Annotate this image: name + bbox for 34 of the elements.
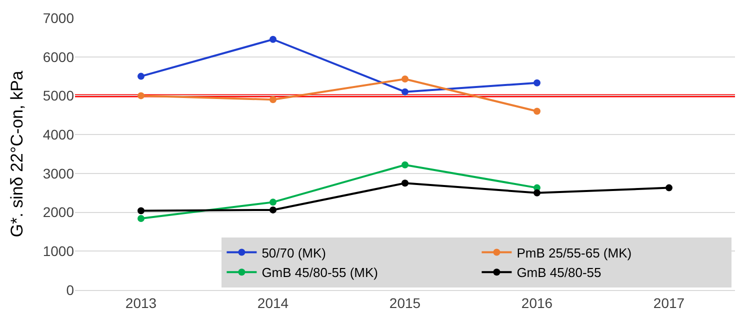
point — [402, 76, 408, 83]
point — [138, 92, 144, 100]
point — [138, 207, 144, 214]
point — [138, 72, 144, 80]
y-tick-label: 7000 — [42, 10, 74, 26]
legend-label: GmB 45/80-55 (MK) — [262, 265, 378, 280]
point — [270, 198, 276, 206]
y-tick-label: 1000 — [42, 243, 74, 260]
y-tick-label: 0 — [66, 282, 74, 298]
y-axis-title: G*. sinδ 22°C-on, kPa — [7, 70, 26, 238]
x-tick-label: 2013 — [125, 294, 157, 311]
x-tick-label: 2016 — [521, 294, 553, 311]
y-tick-label: 5000 — [42, 88, 74, 104]
point — [666, 184, 672, 192]
point — [270, 36, 276, 43]
y-tick-label: 2000 — [42, 204, 74, 220]
x-tick-label: 2015 — [389, 294, 421, 311]
point — [402, 88, 408, 96]
point — [270, 96, 276, 104]
legend-label: GmB 45/80-55 — [516, 265, 602, 280]
point — [270, 206, 276, 214]
point — [534, 189, 540, 196]
y-tick-label: 4000 — [42, 126, 74, 142]
y-tick-label: 3000 — [42, 165, 74, 182]
point — [138, 215, 144, 222]
legend-label: PmB 25/55-65 (MK) — [516, 245, 632, 260]
point — [402, 180, 408, 187]
legend-label: 50/70 (MK) — [262, 245, 326, 260]
x-tick-label: 2014 — [257, 294, 289, 311]
x-tick-label: 2017 — [653, 294, 685, 311]
point — [534, 108, 540, 115]
point — [534, 79, 540, 86]
y-tick-label: 6000 — [42, 48, 74, 65]
point — [402, 161, 408, 168]
